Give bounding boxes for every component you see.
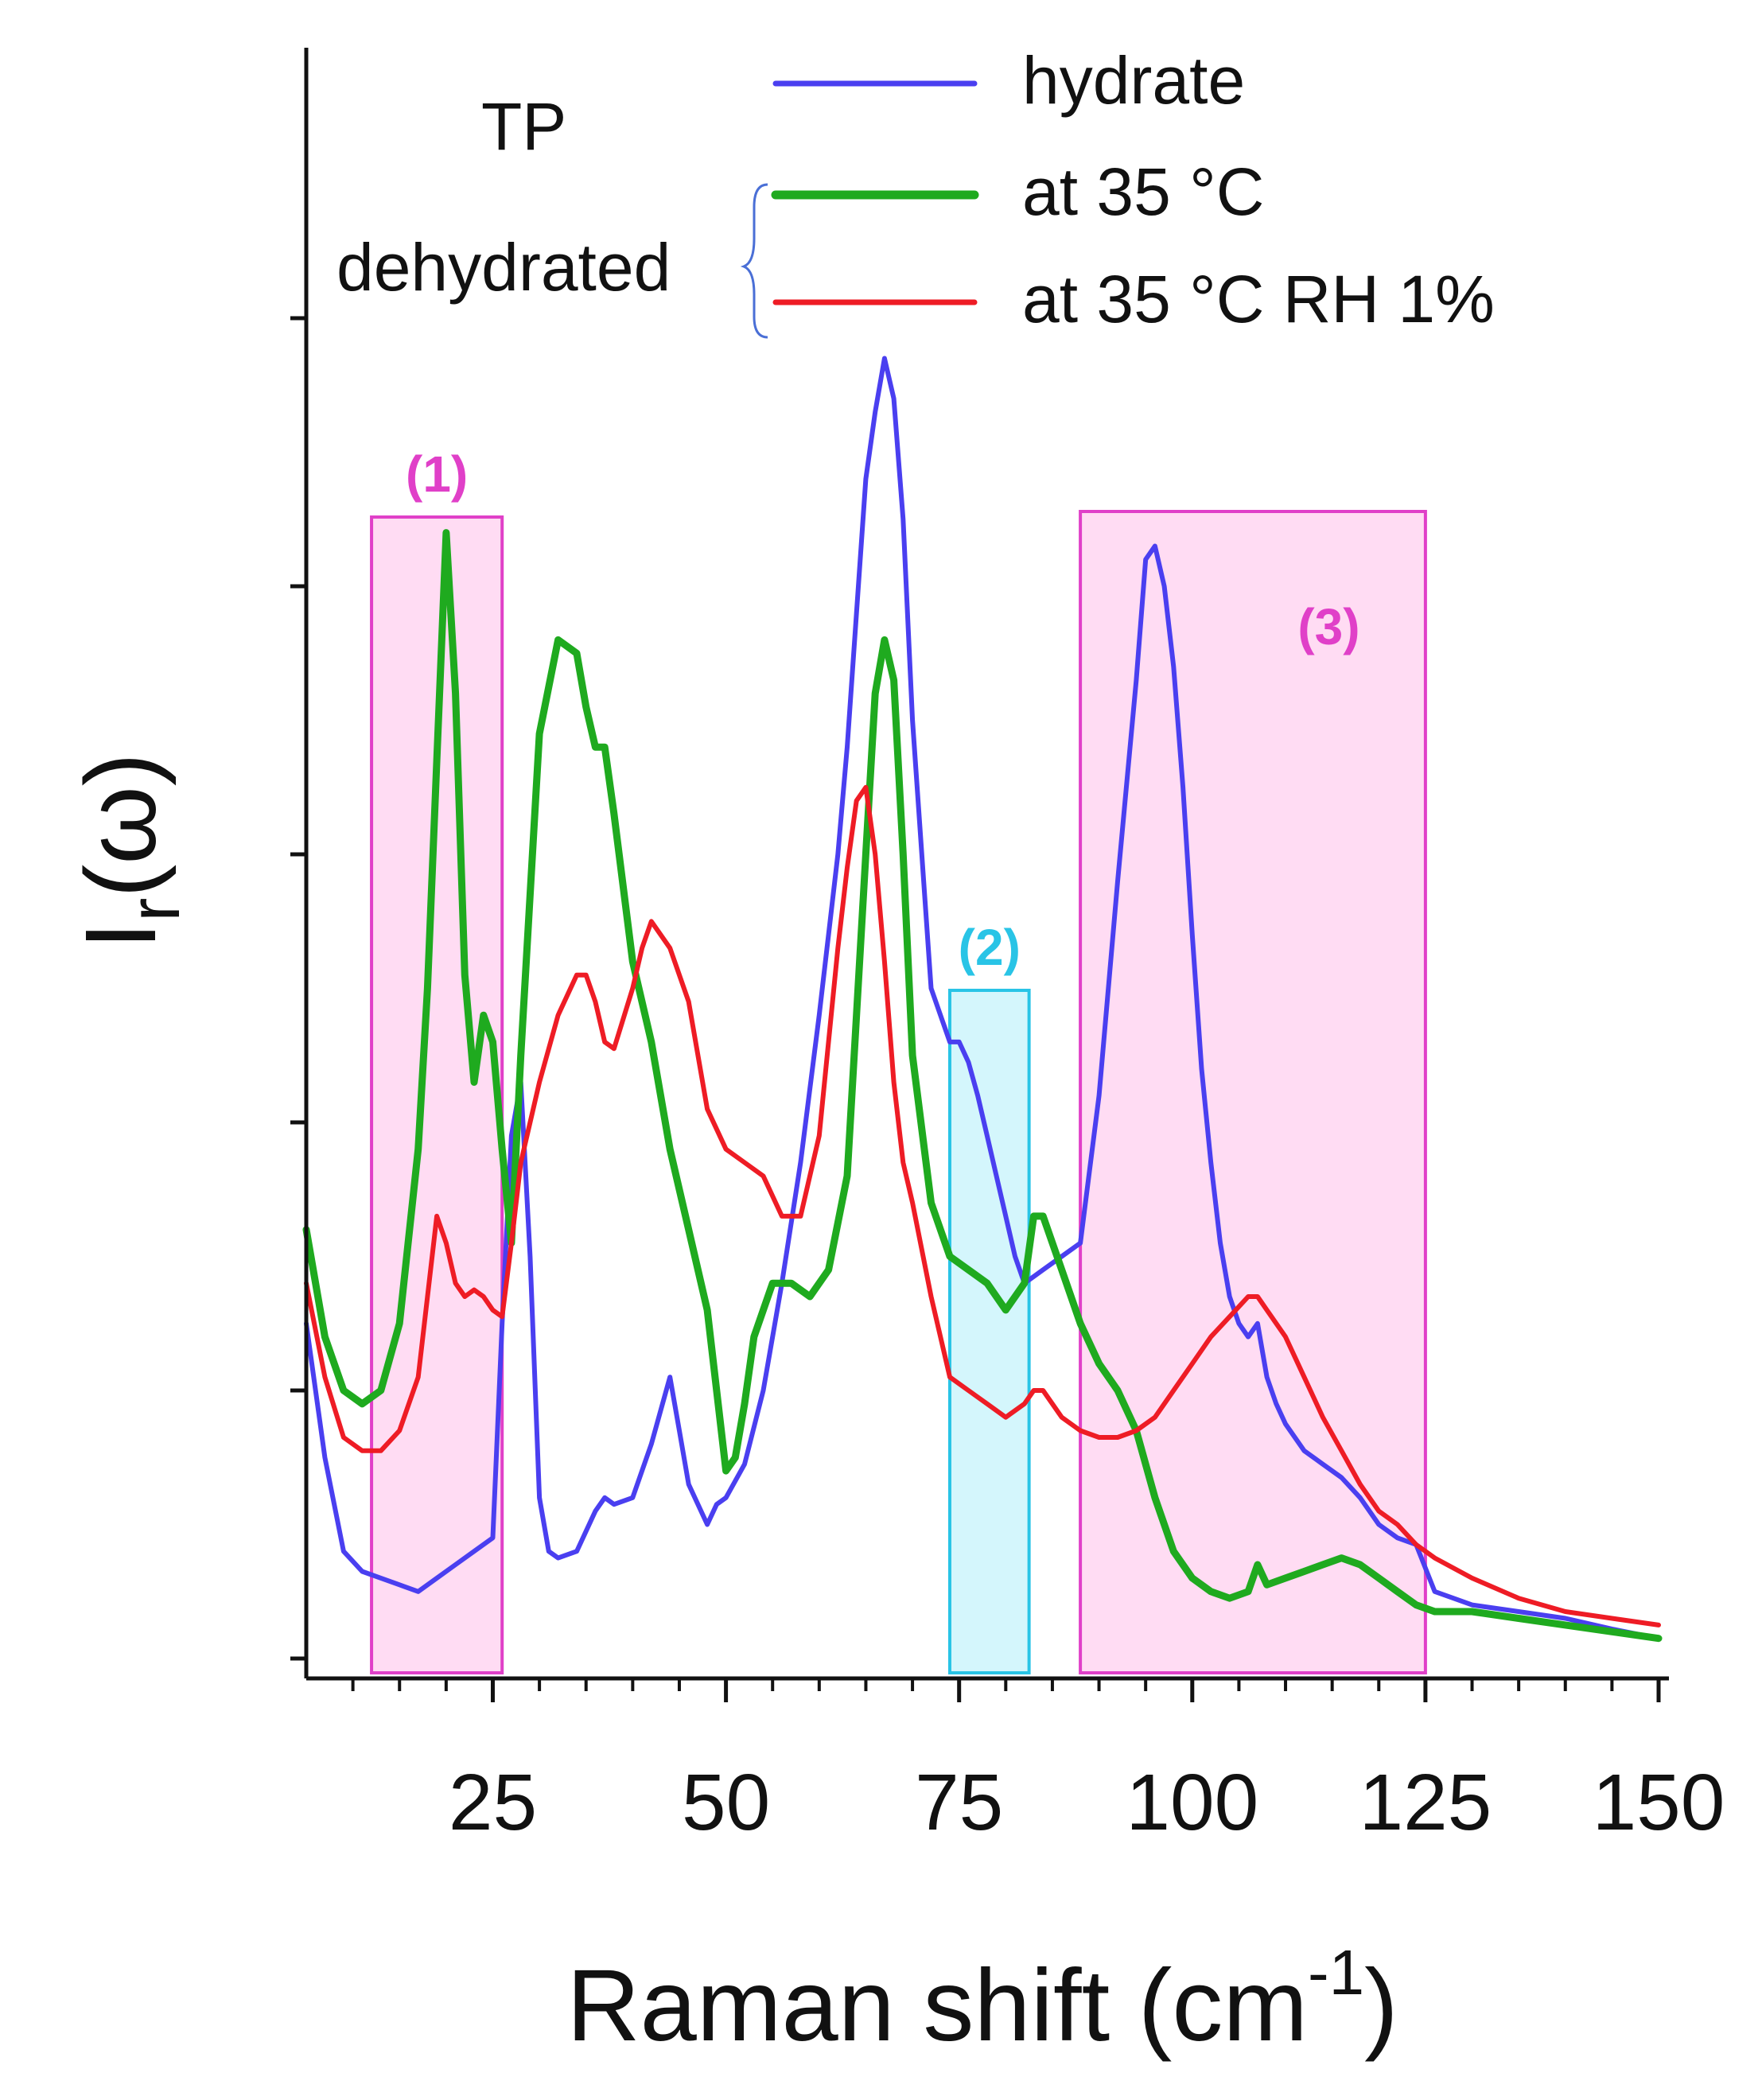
region-box-3 bbox=[1079, 510, 1427, 1674]
x-tick-label-25: 25 bbox=[449, 1758, 537, 1847]
y-axis-title: Ir(ω) bbox=[64, 752, 195, 949]
region-label-2: (2) bbox=[959, 919, 1021, 976]
x-tick-label-100: 100 bbox=[1126, 1758, 1258, 1847]
sample-label: TP bbox=[481, 89, 566, 164]
series-line-2 bbox=[302, 529, 1663, 1643]
region-label-3: (3) bbox=[1297, 598, 1359, 655]
axes: 25 50 75 100 125 150 bbox=[290, 48, 1725, 1847]
legend-label-1: hydrate bbox=[1022, 43, 1245, 118]
x-axis-title: Raman shift (cm-1) bbox=[566, 1937, 1398, 2063]
y-ticks bbox=[290, 316, 306, 1661]
group-brace bbox=[740, 183, 768, 339]
series-line-3 bbox=[304, 784, 1661, 1628]
x-axis-title-sup: -1 bbox=[1308, 1937, 1364, 2008]
y-axis-title-main: I bbox=[64, 922, 177, 950]
x-axis-title-main: Raman shift (cm bbox=[566, 1949, 1308, 2063]
x-axis-title-close: ) bbox=[1364, 1949, 1398, 2063]
y-axis-title-tail: (ω) bbox=[64, 752, 177, 897]
svg-text:Ir(ω): Ir(ω) bbox=[64, 752, 195, 949]
series-lines bbox=[302, 356, 1663, 1643]
group-label: dehydrated bbox=[336, 230, 671, 305]
x-tick-label-150: 150 bbox=[1593, 1758, 1725, 1847]
region-box-2 bbox=[947, 989, 1031, 1674]
legend-label-2: at 35 °C bbox=[1022, 154, 1264, 229]
x-tick-label-125: 125 bbox=[1359, 1758, 1492, 1847]
x-tick-label-75: 75 bbox=[915, 1758, 1003, 1847]
highlight-regions: (1) (2) (3) bbox=[370, 445, 1427, 1674]
x-ticks: 25 50 75 100 125 150 bbox=[351, 1678, 1725, 1847]
legend: hydrate at 35 °C at 35 °C RH 1% bbox=[771, 43, 1495, 336]
y-axis-title-sub: r bbox=[115, 898, 195, 922]
region-label-1: (1) bbox=[406, 445, 468, 503]
series-line-1 bbox=[304, 356, 1661, 1641]
x-tick-label-50: 50 bbox=[682, 1758, 770, 1847]
legend-label-3: at 35 °C RH 1% bbox=[1022, 262, 1495, 336]
